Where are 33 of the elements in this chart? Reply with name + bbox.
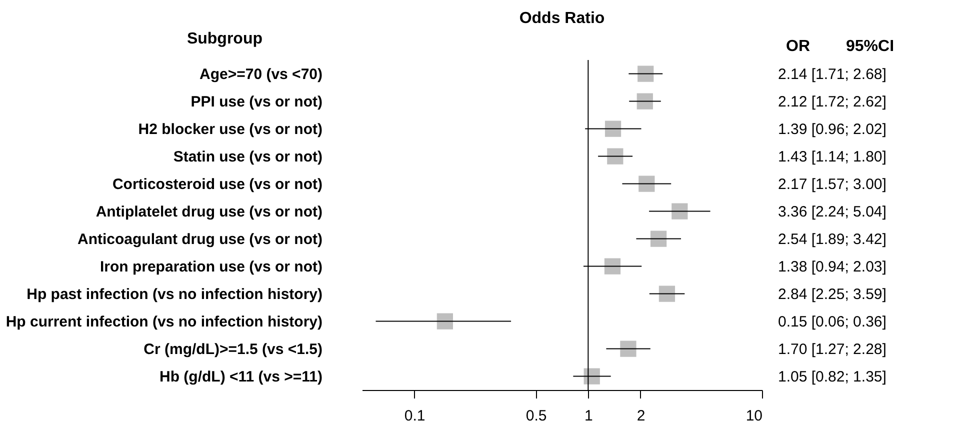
y-tick-label: Statin use (vs or not) [173,148,322,166]
y-tick-label: H2 blocker use (vs or not) [138,120,322,138]
y-tick-label: PPI use (vs or not) [190,93,322,110]
x-tick-label: 0.5 [526,408,547,424]
data-label: 1.05 [0.82; 1.35] [778,368,886,386]
data-label: 0.15 [0.06; 0.36] [778,313,886,330]
y-tick-label: Antiplatelet drug use (vs or not) [96,203,322,220]
data-label: 2.84 [2.25; 3.59] [778,286,886,303]
x-tick-label: 0.1 [404,408,426,424]
data-label: 1.39 [0.96; 2.02] [778,120,886,138]
x-tick-label: 1 [584,408,593,424]
data-label: 2.12 [1.72; 2.62] [778,93,886,110]
text: OR [786,38,810,55]
y-axis-title: Subgroup [186,30,263,48]
data-label: 1.70 [1.27; 2.28] [778,340,886,358]
text: 95%CI [846,38,894,55]
data-label: 2.54 [1.89; 3.42] [778,230,886,248]
data-label: 1.38 [0.94; 2.03] [778,258,886,276]
y-tick-label: Age>=70 (vs <70) [200,66,322,83]
data-label: 2.17 [1.57; 3.00] [778,176,886,193]
data-label: 1.43 [1.14; 1.80] [778,148,886,166]
y-tick-label: Corticosteroid use (vs or not) [112,176,322,193]
x-tick-label: 10 [746,408,762,424]
data-label: 2.14 [1.71; 2.68] [778,66,886,83]
x-tick-label: 2 [636,408,646,424]
y-tick-label: Iron preparation use (vs or not) [100,258,322,276]
chart-title: Odds Ratio [519,10,605,27]
y-tick-label: Hb (g/dL) <11 (vs >=11) [160,368,322,386]
y-tick-label: Hp past infection (vs no infection history) [26,286,322,303]
y-tick-label: Hp current infection (vs no infection history) [6,313,322,330]
y-tick-label: Cr (mg/dL)>=1.5 (vs <1.5) [144,340,322,358]
data-label: 3.36 [2.24; 5.04] [778,203,886,220]
y-tick-label: Anticoagulant drug use (vs or not) [77,230,322,248]
